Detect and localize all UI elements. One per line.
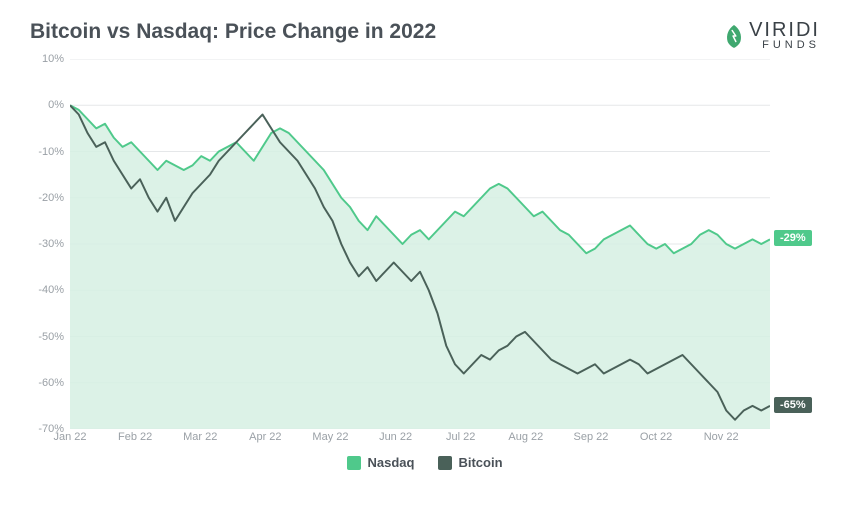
x-tick-label: Mar 22 (183, 431, 217, 443)
y-tick-label: 10% (42, 53, 64, 65)
x-tick-label: Oct 22 (640, 431, 672, 443)
x-tick-label: Jul 22 (446, 431, 475, 443)
y-tick-label: -10% (38, 146, 64, 158)
x-tick-label: Jun 22 (379, 431, 412, 443)
x-tick-label: Jan 22 (53, 431, 86, 443)
legend-label: Bitcoin (458, 455, 502, 470)
leaf-icon (723, 23, 745, 49)
y-tick-label: -30% (38, 238, 64, 250)
x-tick-label: Apr 22 (249, 431, 281, 443)
y-tick-label: -20% (38, 192, 64, 204)
chart-container: Bitcoin vs Nasdaq: Price Change in 2022 … (0, 0, 850, 510)
logo-main: VIRIDI (749, 20, 820, 40)
series-endcap: -65% (774, 397, 812, 413)
x-tick-label: Feb 22 (118, 431, 152, 443)
legend: Nasdaq Bitcoin (30, 455, 820, 470)
y-tick-label: -60% (38, 377, 64, 389)
legend-item-bitcoin: Bitcoin (438, 455, 502, 470)
y-axis-labels: 10%0%-10%-20%-30%-40%-50%-60%-70% (30, 59, 70, 449)
legend-item-nasdaq: Nasdaq (347, 455, 414, 470)
x-axis-labels: Jan 22Feb 22Mar 22Apr 22May 22Jun 22Jul … (70, 431, 770, 449)
brand-logo: VIRIDI FUNDS (723, 20, 820, 51)
logo-text: VIRIDI FUNDS (749, 20, 820, 51)
header: Bitcoin vs Nasdaq: Price Change in 2022 … (30, 20, 820, 51)
chart-area: 10%0%-10%-20%-30%-40%-50%-60%-70% Jan 22… (30, 59, 820, 449)
y-tick-label: -50% (38, 331, 64, 343)
x-tick-label: Aug 22 (508, 431, 543, 443)
legend-label: Nasdaq (367, 455, 414, 470)
series-endcap: -29% (774, 230, 812, 246)
legend-swatch (347, 456, 361, 470)
plot-svg (70, 59, 770, 429)
x-tick-label: May 22 (312, 431, 348, 443)
chart-title: Bitcoin vs Nasdaq: Price Change in 2022 (30, 20, 436, 44)
logo-sub: FUNDS (749, 40, 820, 51)
y-tick-label: -40% (38, 284, 64, 296)
x-tick-label: Sep 22 (573, 431, 608, 443)
x-tick-label: Nov 22 (704, 431, 739, 443)
y-tick-label: 0% (48, 99, 64, 111)
legend-swatch (438, 456, 452, 470)
